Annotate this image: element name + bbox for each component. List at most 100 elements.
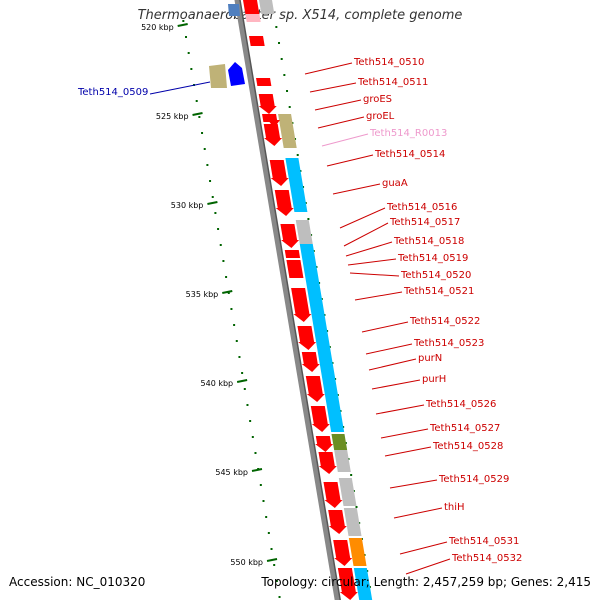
gene-label: thiH [444, 502, 465, 513]
minor-tick [217, 228, 220, 230]
feature-tan [278, 114, 297, 148]
leader-line [332, 183, 381, 195]
minor-tick [225, 276, 228, 278]
minor-tick [201, 132, 204, 134]
minor-tick [187, 52, 190, 54]
leader-line [304, 62, 353, 75]
label-leaders [149, 62, 451, 575]
major-tick [177, 23, 188, 27]
leader-line [399, 541, 448, 555]
major-tick [222, 290, 233, 294]
minor-tick [265, 516, 268, 518]
gene-label: Teth514_0521 [403, 286, 474, 297]
minor-tick [195, 100, 198, 102]
gene-label: groES [363, 94, 392, 105]
gene-label: Teth514_0514 [374, 149, 445, 160]
feature-grey [334, 450, 351, 472]
feature-cds [288, 270, 304, 278]
feature-cds [262, 80, 270, 86]
leader-line [365, 343, 413, 355]
gene-label: guaA [382, 178, 408, 189]
scale-label: 540 kbp [201, 379, 234, 388]
feature-cds [301, 352, 320, 372]
gene-label: purH [422, 374, 446, 385]
minor-tick [182, 20, 185, 22]
feature-cds [268, 120, 280, 128]
gene-label: Teth514_0520 [400, 270, 471, 281]
feature-cds [305, 376, 325, 402]
leader-line [314, 99, 362, 111]
minor-tick [251, 436, 254, 438]
scale-label: 530 kbp [171, 201, 204, 210]
scale-labels: 520 kbp 525 kbp 530 kbp 535 kbp 540 kbp 545 k… [141, 23, 278, 567]
minor-tick [211, 196, 214, 198]
leader-line [368, 358, 417, 371]
leader-line [393, 507, 443, 519]
backbone-inner [239, 0, 341, 600]
gene-label: Teth514_0531 [448, 536, 519, 547]
gene-label: Teth514_0518 [393, 236, 464, 247]
gene-label: Teth514_0510 [353, 57, 424, 68]
gene-label: Teth514_0516 [386, 202, 457, 213]
minor-tick [254, 452, 257, 454]
feature-cds [310, 406, 330, 432]
feature-rna [245, 14, 261, 22]
minor-tick [296, 154, 299, 156]
map-title: Thermoanaerobacter sp. X514, complete ge… [137, 8, 463, 23]
feature-cds [323, 482, 343, 508]
gene-label: Teth514_0522 [409, 316, 480, 327]
gene-label: Teth514_0517 [389, 217, 460, 228]
feature-cyan [285, 158, 308, 212]
feature-blue [228, 62, 245, 86]
leader-line [347, 258, 397, 266]
gene-label: purN [418, 353, 442, 364]
minor-tick [270, 548, 273, 550]
gene-label: Teth514_R0013 [369, 128, 447, 139]
backbone [234, 0, 341, 600]
major-tick [207, 201, 218, 205]
feature-cds [249, 36, 265, 46]
minor-tick [275, 580, 278, 582]
feature-orange [348, 538, 367, 566]
gene-label: Teth514_0511 [357, 77, 428, 88]
leader-line [321, 133, 369, 147]
gene-label: Teth514_0527 [429, 423, 500, 434]
minor-tick [230, 308, 233, 310]
minor-tick [267, 532, 270, 534]
minor-tick [243, 388, 246, 390]
minor-tick [209, 180, 212, 182]
feature-tan [209, 64, 227, 88]
leader-line [317, 116, 365, 129]
minor-tick [241, 372, 244, 374]
backbone-outer [234, 0, 340, 600]
gene-label: Teth514_0509 [77, 87, 148, 98]
feature-cds [318, 452, 337, 474]
genome-summary: Topology: circular; Length: 2,457,259 bp… [261, 575, 591, 589]
leader-line [345, 241, 393, 257]
leader-line [375, 404, 425, 415]
feature-cds [280, 224, 300, 248]
minor-tick [190, 68, 193, 70]
major-tick [251, 468, 263, 472]
gene-label: Teth514_0528 [432, 441, 503, 452]
feature-cds [286, 260, 303, 270]
leader-line [309, 82, 357, 93]
minor-tick [246, 404, 249, 406]
scale-label: 535 kbp [186, 290, 219, 299]
minor-tick [249, 420, 252, 422]
major-tick [192, 112, 203, 116]
leader-line [326, 154, 374, 167]
minor-tick [288, 106, 291, 108]
leader-line [405, 558, 451, 575]
feature-cds [333, 540, 353, 566]
leader-line [343, 222, 389, 247]
leader-line [339, 207, 386, 229]
minor-tick [203, 148, 206, 150]
minor-tick [280, 58, 283, 60]
minor-tick [185, 36, 188, 38]
feature-olive [331, 434, 348, 450]
leader-line [371, 379, 421, 390]
scale-label: 550 kbp [230, 558, 263, 567]
scale-label: 545 kbp [215, 468, 248, 477]
feature-grey [338, 478, 357, 506]
